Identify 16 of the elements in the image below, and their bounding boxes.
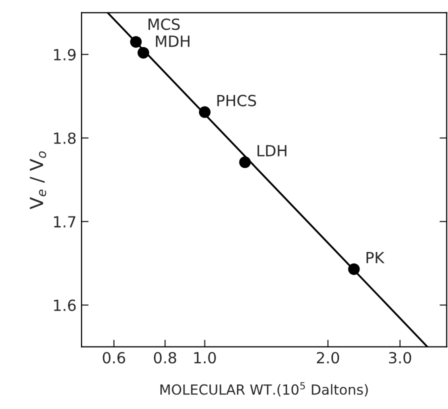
x-tick-label: 0.6 — [102, 352, 126, 364]
annotation: MCS — [148, 18, 180, 30]
y-axis-title: V$_{e}$ / V$_{o}$ — [30, 151, 46, 210]
x-tick-label: 2.0 — [316, 352, 340, 364]
annotation: MDH — [156, 36, 190, 47]
x-axis-title: MOLECULAR WT.(10$^{5}$ Daltons) — [160, 382, 368, 396]
y-tick-label: 1.9 — [54, 48, 76, 60]
annotation: PK — [366, 252, 385, 264]
annotation: PHCS — [217, 94, 256, 106]
x-tick-label: 3.0 — [389, 352, 412, 364]
x-tick-label: 1.0 — [194, 352, 216, 364]
annotation: LDH — [258, 145, 286, 156]
y-tick-label: 1.8 — [54, 132, 76, 144]
x-tick-label: 0.8 — [154, 352, 176, 364]
y-tick-label: 1.6 — [54, 300, 76, 312]
y-tick-label: 1.7 — [54, 216, 76, 228]
